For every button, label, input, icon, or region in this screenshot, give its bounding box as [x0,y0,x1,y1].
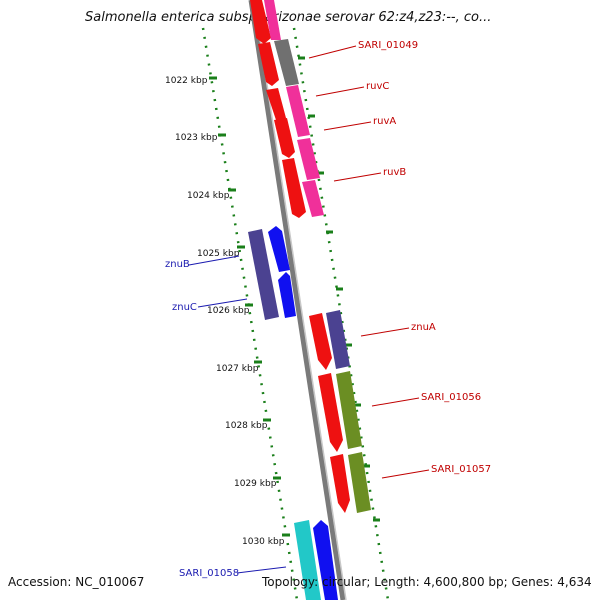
label-znub[interactable]: znuB [165,259,190,270]
tick-label-1026: 1026 kbp [207,306,250,316]
gene-arrow-blue-bottom[interactable] [313,520,338,600]
gene-arrow-znuc[interactable] [278,272,296,318]
genome-backbone [248,0,346,600]
gene-box-ruvb[interactable] [302,180,324,217]
gene-box-sari-01057[interactable] [348,452,371,513]
gene-arrow-red-5[interactable] [309,313,332,370]
gene-arrow-top-magenta[interactable] [264,0,281,40]
map-title: Salmonella enterica subsp. arizonae sero… [85,10,491,25]
topology-text: Topology: circular; Length: 4,600,800 bp… [261,575,592,589]
gene-arrow-znub[interactable] [268,226,290,272]
label-ruvb[interactable]: ruvB [383,167,406,178]
gene-box-sari-01049[interactable] [274,39,299,86]
gene-arrow-red-1[interactable] [258,42,279,86]
gene-box-sari-01056[interactable] [336,371,362,449]
red-label-connectors [308,45,430,479]
tick-label-1023: 1023 kbp [175,133,218,143]
left-major-ticks [209,76,290,537]
tick-label-1029: 1029 kbp [234,479,277,489]
gene-arrow-red-7[interactable] [330,454,350,513]
gene-box-znub[interactable] [248,229,279,320]
right-scale-track [292,27,390,600]
label-znua[interactable]: znuA [411,322,436,333]
tick-label-1027: 1027 kbp [216,364,259,374]
label-ruvc[interactable]: ruvC [366,81,389,92]
gene-box-ruvc[interactable] [286,85,310,137]
tick-label-1025: 1025 kbp [197,249,240,259]
label-sari-01056[interactable]: SARI_01056 [421,392,481,403]
label-sari-01058[interactable]: SARI_01058 [179,568,239,579]
gene-arrow-red-3[interactable] [274,118,295,158]
tick-label-1024: 1024 kbp [187,191,230,201]
label-sari-01049[interactable]: SARI_01049 [358,40,418,51]
tick-label-1022: 1022 kbp [165,76,208,86]
gene-arrow-red-2[interactable] [266,88,286,124]
tick-label-1030: 1030 kbp [242,537,285,547]
gene-box-sari-01058[interactable] [294,520,321,600]
label-ruva[interactable]: ruvA [373,116,396,127]
gene-arrow-red-4[interactable] [282,158,306,218]
gene-box-znua[interactable] [326,310,350,369]
label-sari-01057[interactable]: SARI_01057 [431,464,491,475]
gene-arrow-top-red[interactable] [250,0,271,44]
label-znuc[interactable]: znuC [172,302,197,313]
gene-arrow-red-6[interactable] [318,373,343,452]
left-scale-track [201,27,299,600]
gene-box-ruva[interactable] [297,138,320,180]
tick-label-1028: 1028 kbp [225,421,268,431]
blue-label-connectors [188,255,287,574]
accession-text: Accession: NC_010067 [8,575,144,589]
